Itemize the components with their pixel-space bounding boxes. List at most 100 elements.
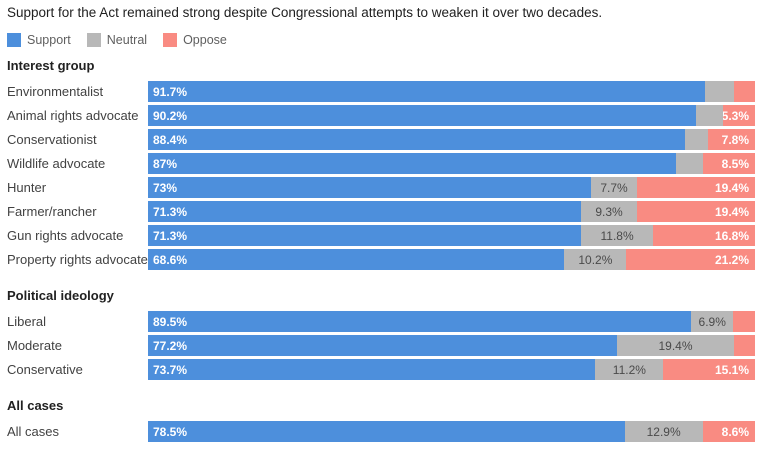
neutral-segment: 11.2% [595,359,664,380]
oppose-value-label: 16.8% [714,228,749,243]
support-value-label: 78.5% [153,424,188,439]
section-header: All cases [7,398,64,413]
chart-row: Conservationist 88.4% 7.8% [7,129,755,150]
support-segment: 77.2% [148,335,617,356]
neutral-segment: 6.9% [691,311,734,332]
stacked-bar: 78.5% 12.9% 8.6% [148,421,755,442]
chart-row: Conservative 73.7% 11.2% 15.1% [7,359,755,380]
chart-row: Farmer/rancher 71.3% 9.3% 19.4% [7,201,756,222]
support-value-label: 71.3% [153,228,188,243]
neutral-segment [704,81,735,102]
stacked-bar: 91.7% [148,81,756,102]
neutral-value-label: 19.4% [658,338,693,353]
oppose-value-label: 15.1% [714,362,749,377]
support-value-label: 90.2% [153,108,188,123]
stacked-bar: 90.2% 5.3% [148,105,755,126]
row-label: Conservative [7,362,83,377]
row-label: Conservationist [7,132,97,147]
support-value-label: 87% [153,156,178,171]
stacked-bar: 71.3% 9.3% 19.4% [148,201,756,222]
neutral-value-label: 7.7% [600,180,628,195]
oppose-segment: 8.5% [703,153,755,174]
row-label: Moderate [7,338,62,353]
row-label: Environmentalist [7,84,104,99]
row-label: Hunter [7,180,47,195]
row-label: Property rights advocate [7,252,148,267]
oppose-value-label: 19.4% [714,180,749,195]
chart-row: Moderate 77.2% 19.4% [7,335,756,356]
chart-row: Property rights advocate 68.6% 10.2% 21.2% [7,249,755,270]
support-segment: 71.3% [148,201,581,222]
row-label: Gun rights advocate [7,228,124,243]
chart-row: Animal rights advocate 90.2% 5.3% [7,105,755,126]
oppose-segment: 5.3% [722,105,755,126]
oppose-value-label: 8.6% [721,424,749,439]
neutral-segment: 7.7% [590,177,638,198]
support-value-label: 73.7% [153,362,188,377]
legend-item-oppose: Oppose [163,33,227,47]
row-label: Farmer/rancher [7,204,97,219]
legend-swatch-oppose [163,33,178,47]
legend-swatch-neutral [86,33,101,47]
legend-item-support: Support [7,33,71,47]
section: All cases All cases 78.5% 12.9% 8.6% [7,398,755,442]
section: Interest group Environmentalist 91.7% Anima… [7,58,756,270]
support-value-label: 91.7% [153,84,188,99]
chart-row: Gun rights advocate 71.3% 11.8% 16.8% [7,225,755,246]
neutral-segment: 11.8% [581,225,653,246]
neutral-value-label: 11.8% [600,228,634,243]
legend-swatch-support [7,33,21,47]
row-label: Animal rights advocate [7,108,139,123]
oppose-segment: 21.2% [626,249,755,270]
oppose-value-label: 21.2% [714,252,749,267]
row-label: Wildlife advocate [7,156,106,171]
legend-label: Support [27,33,71,47]
support-segment: 73.7% [148,359,596,380]
neutral-value-label: 12.9% [646,424,681,439]
section-header: Interest group [7,58,95,73]
support-value-label: 73% [153,180,178,195]
support-value-label: 89.5% [153,314,188,329]
neutral-segment [695,105,723,126]
stacked-bar: 89.5% 6.9% [148,311,756,332]
neutral-value-label: 9.3% [595,204,623,219]
row-label: All cases [7,424,60,439]
legend: Support Neutral Oppose [7,33,755,47]
oppose-segment: 15.1% [663,359,755,380]
support-segment: 89.5% [148,311,692,332]
section: Political ideology Liberal 89.5% 6.9% Modera… [7,288,756,380]
support-value-label: 71.3% [153,204,188,219]
oppose-value-label: 8.5% [721,156,749,171]
support-segment: 91.7% [148,81,705,102]
stacked-bar: 71.3% 11.8% 16.8% [148,225,755,246]
stacked-bar: 77.2% 19.4% [148,335,756,356]
legend-label: Neutral [106,33,148,47]
oppose-segment [733,311,756,332]
oppose-segment: 7.8% [707,129,755,150]
neutral-segment: 19.4% [616,335,735,356]
stacked-bar: 87% 8.5% [148,153,755,174]
chart-row: Hunter 73% 7.7% 19.4% [7,177,755,198]
support-segment: 68.6% [148,249,565,270]
oppose-segment: 19.4% [637,201,756,222]
oppose-segment [734,335,756,356]
neutral-segment: 9.3% [580,201,638,222]
support-value-label: 68.6% [153,252,188,267]
chart-row: All cases 78.5% 12.9% 8.6% [7,421,755,442]
row-label: Liberal [7,314,47,329]
stacked-bar: 73% 7.7% 19.4% [148,177,755,198]
chart-title: Support for the Act remained strong desp… [7,5,603,20]
support-value-label: 88.4% [153,132,188,147]
support-segment: 71.3% [148,225,582,246]
neutral-value-label: 6.9% [698,314,726,329]
support-segment: 90.2% [148,105,696,126]
oppose-value-label: 5.3% [722,108,749,123]
support-segment: 88.4% [148,129,685,150]
legend-label: Oppose [183,33,227,47]
chart-row: Environmentalist 91.7% [7,81,756,102]
oppose-value-label: 7.8% [721,132,749,147]
neutral-value-label: 11.2% [612,362,646,377]
section-header: Political ideology [7,288,114,303]
stacked-bar: 73.7% 11.2% 15.1% [148,359,755,380]
